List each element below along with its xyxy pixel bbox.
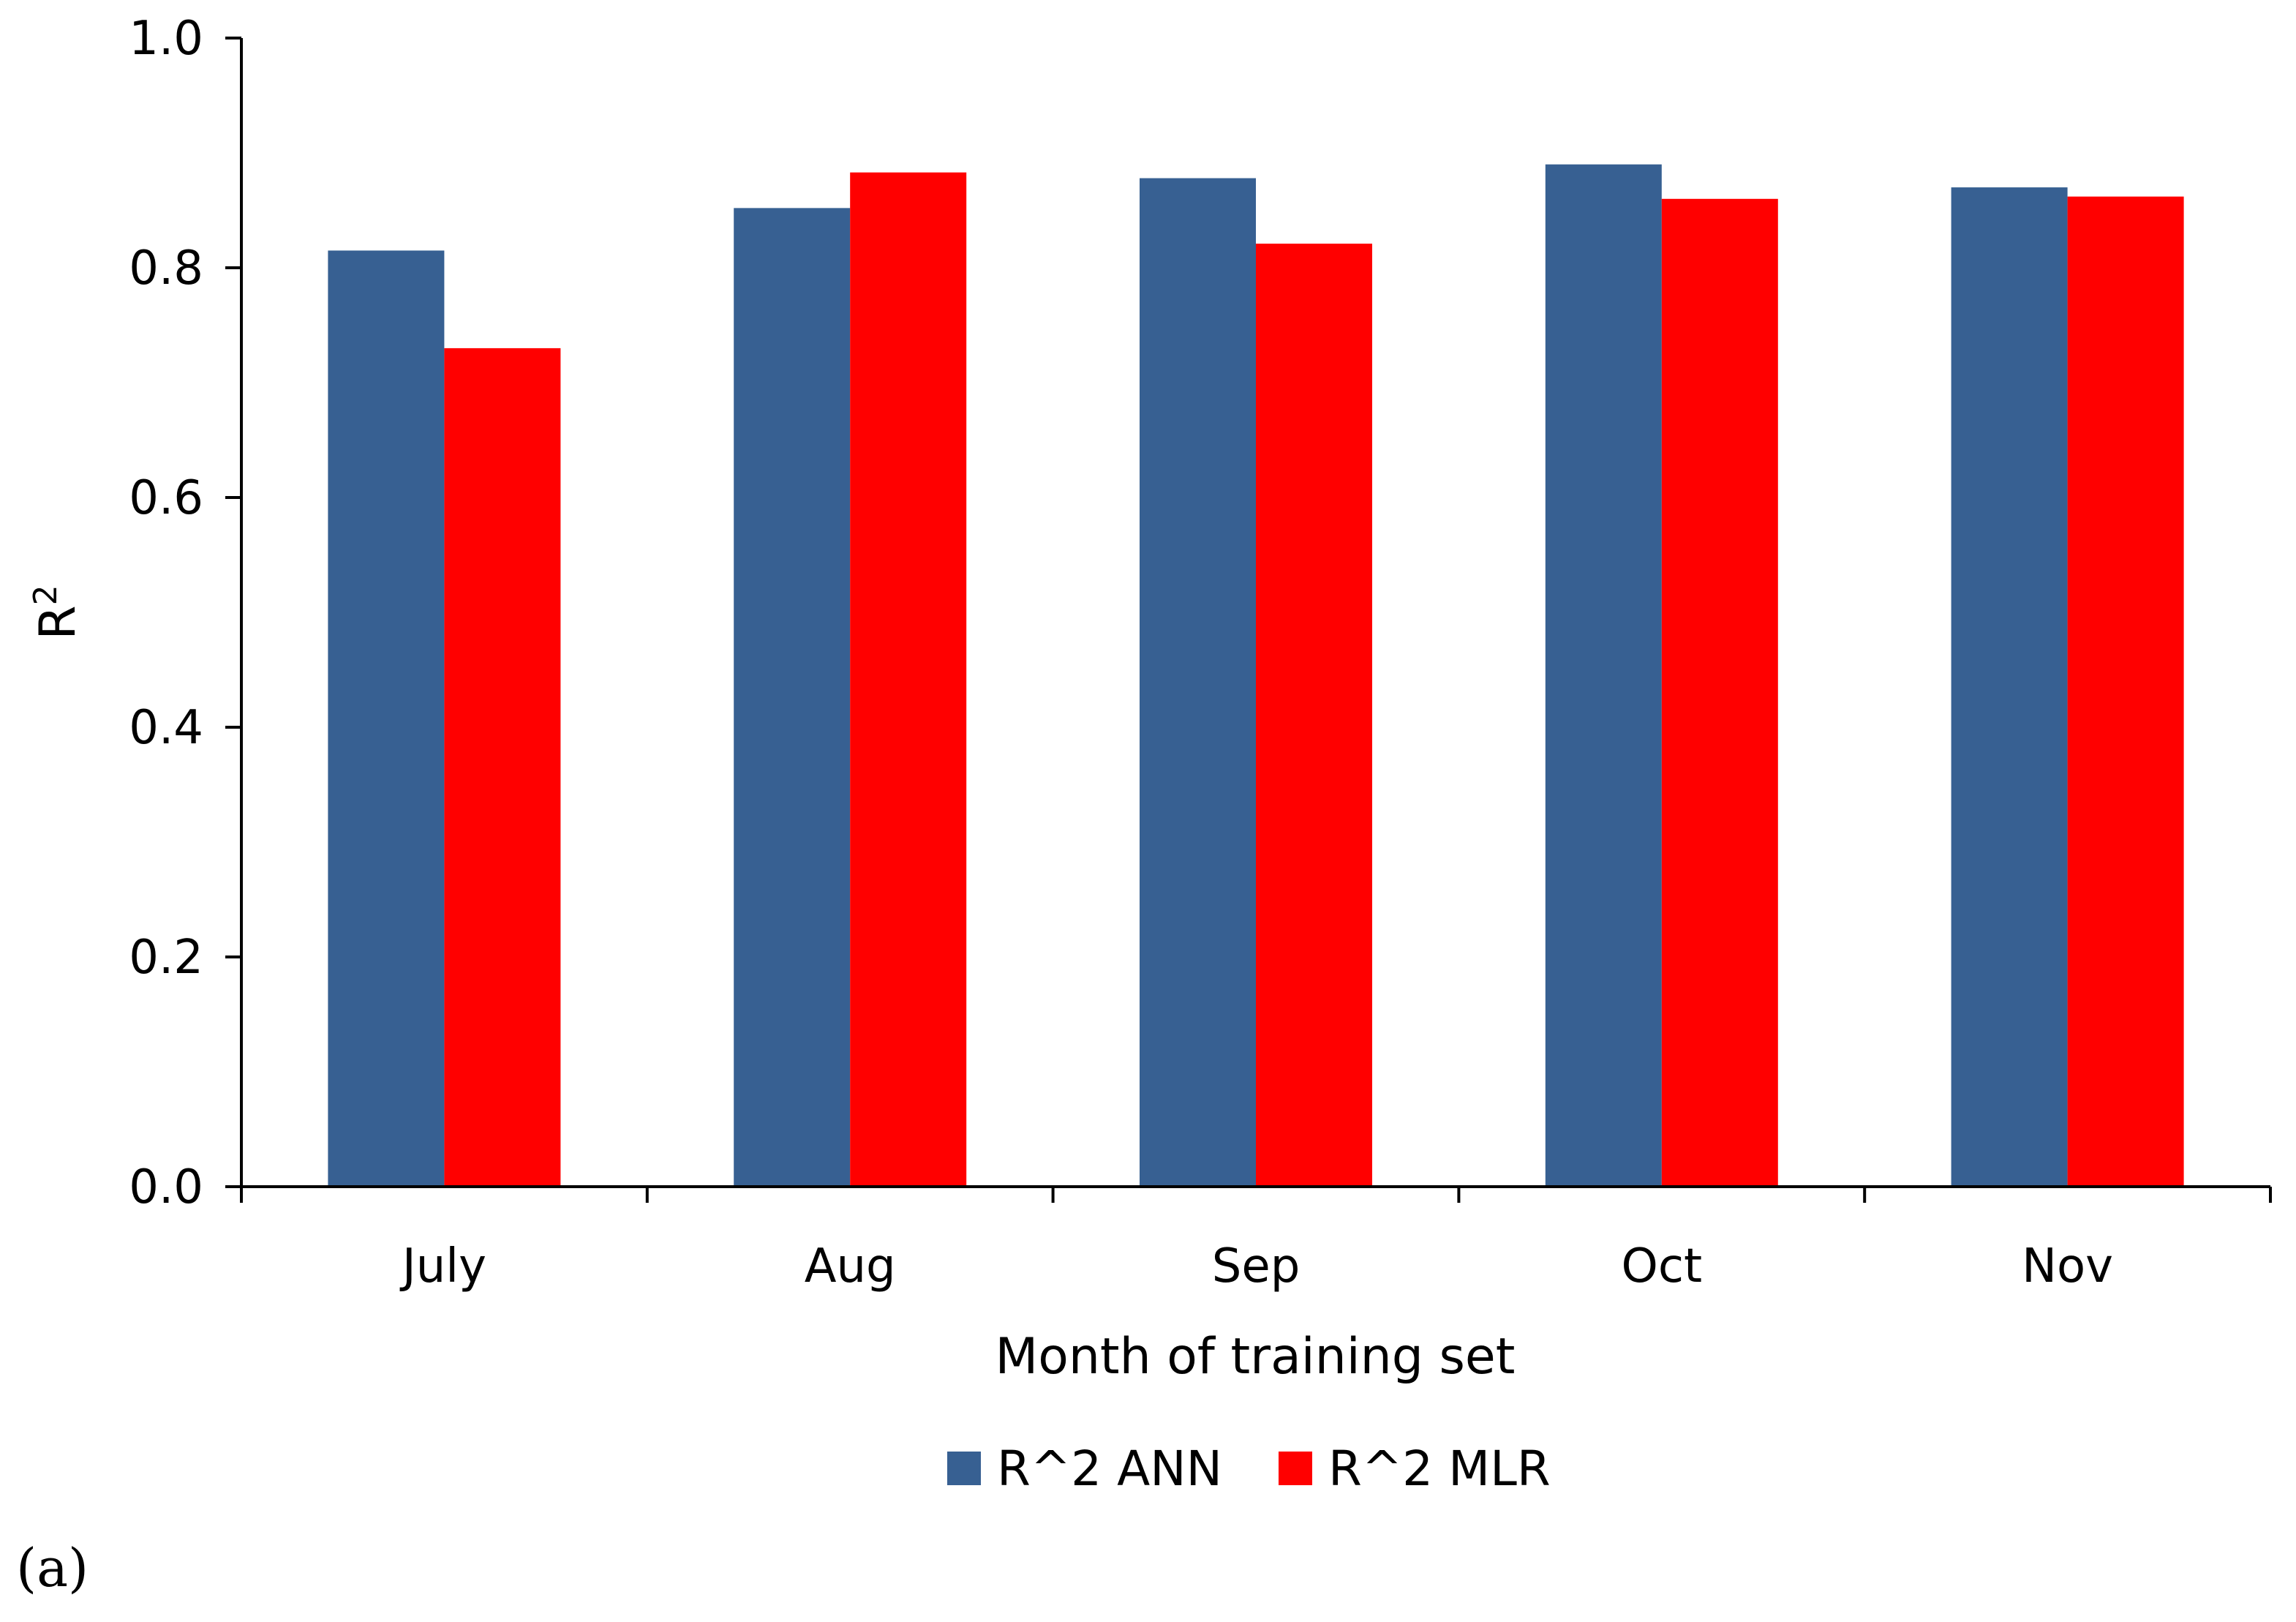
- x-tick-label: Nov: [2022, 1239, 2113, 1294]
- bars-group: [328, 164, 2184, 1186]
- legend: R^2 ANN R^2 MLR: [947, 1441, 1551, 1497]
- bar-mlr-oct: [1661, 198, 1778, 1185]
- y-tick-label: 0.4: [129, 701, 203, 755]
- y-tick-label: 0.2: [129, 931, 203, 985]
- legend-swatch-ann: [947, 1452, 981, 1485]
- legend-label-ann: R^2 ANN: [997, 1441, 1222, 1497]
- y-axis-title-base: R: [29, 605, 87, 639]
- bar-ann-sep: [1140, 178, 1256, 1185]
- x-axis-title: Month of training set: [995, 1328, 1516, 1386]
- bar-mlr-sep: [1256, 244, 1372, 1185]
- bar-ann-july: [328, 250, 445, 1186]
- x-axis-ticks: July Aug Sep Oct Nov: [240, 1187, 2272, 1294]
- y-axis-ticks: 0.0 0.2 0.4 0.6 0.8 1.0: [129, 12, 241, 1214]
- panel-label: (a): [16, 1537, 89, 1599]
- y-axis-title-superscript: 2: [27, 585, 64, 605]
- y-axis-title: R2: [27, 585, 88, 639]
- bar-ann-nov: [1951, 187, 2068, 1186]
- bar-ann-aug: [734, 208, 851, 1185]
- bar-ann-oct: [1545, 164, 1662, 1186]
- bar-mlr-nov: [2067, 196, 2184, 1185]
- y-tick-label: 0.0: [129, 1160, 203, 1214]
- x-tick-label: Oct: [1621, 1239, 1702, 1294]
- y-tick-label: 0.6: [129, 471, 203, 525]
- bar-mlr-aug: [850, 172, 967, 1186]
- y-tick-label: 1.0: [129, 12, 203, 66]
- x-tick-label: Sep: [1212, 1239, 1301, 1294]
- x-tick-label: July: [399, 1239, 486, 1294]
- bar-mlr-july: [444, 348, 561, 1185]
- legend-swatch-mlr: [1279, 1452, 1312, 1485]
- x-tick-label: Aug: [805, 1239, 896, 1294]
- legend-label-mlr: R^2 MLR: [1328, 1441, 1551, 1497]
- y-tick-label: 0.8: [129, 241, 203, 296]
